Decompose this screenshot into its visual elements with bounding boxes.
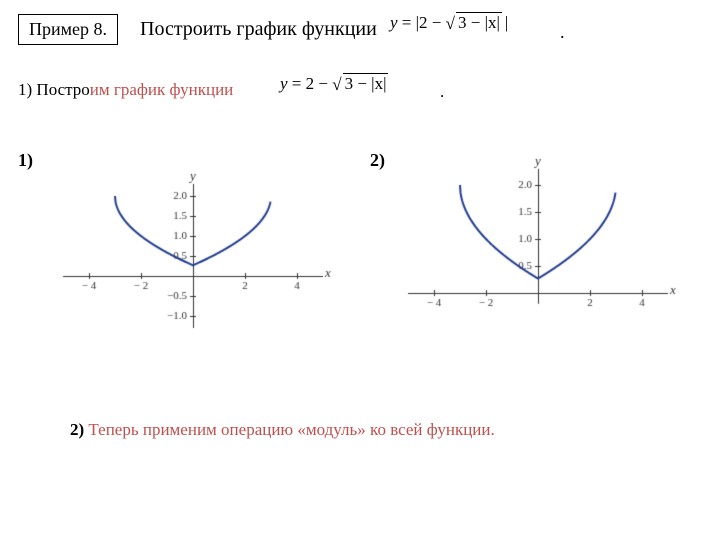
chart-1 — [55, 138, 345, 338]
chart-2 — [400, 125, 690, 325]
step1-formula-y: y — [280, 74, 288, 93]
chart-label-2: 2) — [370, 150, 385, 171]
sqrt-icon-2: 3 − |x| — [332, 74, 388, 94]
step1-formula-2minus: 2 − — [306, 74, 333, 93]
formula-radicand: 3 − |x| — [456, 12, 502, 32]
step2-text: 2) Теперь применим операцию «модуль» ко … — [70, 420, 495, 440]
main-formula: y = |2 − 3 − |x|| — [390, 14, 508, 31]
dot-2: . — [440, 82, 444, 102]
formula-y: y — [390, 13, 398, 32]
example-label: Пример 8. — [29, 19, 107, 39]
step1-accent: им график функции — [90, 80, 234, 99]
formula-eq: = — [398, 13, 416, 32]
example-label-box: Пример 8. — [18, 14, 118, 45]
step2-accent: Теперь применим операцию «модуль» ко все… — [88, 420, 494, 439]
dot-1: . — [560, 22, 565, 43]
step1-formula-radicand: 3 − |x| — [343, 73, 389, 93]
chart-label-1: 1) — [18, 150, 33, 171]
formula-2minus: 2 − — [419, 13, 446, 32]
step1-prefix: 1) Постро — [18, 80, 90, 99]
step1-formula: y = 2 − 3 − |x| — [280, 74, 388, 94]
formula-abs-close: | — [505, 13, 508, 32]
page-title: Построить график функции — [140, 18, 377, 41]
step2-bold: 2) — [70, 420, 88, 439]
step1-formula-eq: = — [288, 74, 306, 93]
sqrt-icon: 3 − |x| — [446, 14, 502, 31]
step1-text: 1) Построим график функции — [18, 80, 233, 100]
